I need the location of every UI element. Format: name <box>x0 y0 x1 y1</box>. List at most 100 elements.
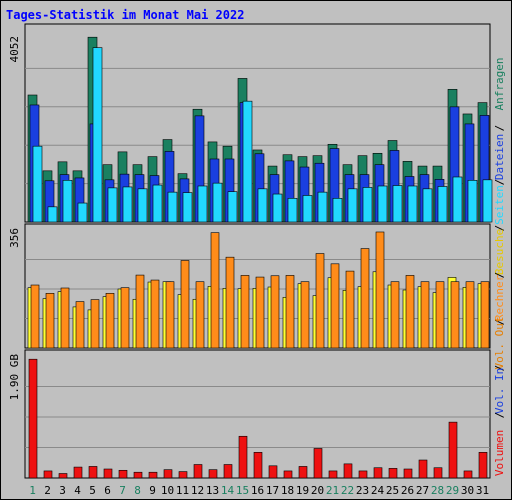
bar-visits-rechner-19 <box>300 281 310 349</box>
bar-volume-volumen-24 <box>373 467 383 479</box>
ymax-label-hits: 4052 <box>8 36 21 63</box>
bar-hits-seiten-27 <box>422 188 433 223</box>
bar-visits-rechner-29 <box>450 281 460 349</box>
x-tick-label-12: 12 <box>191 484 204 497</box>
x-tick-label-23: 23 <box>356 484 369 497</box>
bar-visits-rechner-8 <box>135 274 145 349</box>
x-tick-label-17: 17 <box>266 484 279 497</box>
x-tick-label-11: 11 <box>176 484 189 497</box>
bar-visits-rechner-6 <box>105 293 115 349</box>
bar-hits-seiten-24 <box>377 185 388 223</box>
bar-visits-rechner-22 <box>345 270 355 349</box>
x-tick-label-7: 7 <box>119 484 126 497</box>
bar-hits-seiten-7 <box>122 186 133 223</box>
bar-volume-volumen-10 <box>163 469 173 479</box>
bar-hits-seiten-4 <box>77 202 88 223</box>
bar-volume-volumen-29 <box>448 421 458 479</box>
bar-visits-rechner-3 <box>60 287 70 349</box>
label-sep-3: / <box>493 225 506 232</box>
bar-volume-volumen-23 <box>358 470 368 479</box>
x-tick-label-25: 25 <box>386 484 399 497</box>
label-sep-7: / <box>493 412 506 419</box>
bar-volume-volumen-2 <box>43 470 53 479</box>
bar-visits-rechner-14 <box>225 256 235 349</box>
label-vol-out: Vol. Out <box>493 317 506 370</box>
bar-hits-seiten-6 <box>107 187 118 223</box>
x-tick-label-15: 15 <box>236 484 249 497</box>
x-tick-label-6: 6 <box>104 484 111 497</box>
bar-hits-seiten-15 <box>242 100 253 223</box>
bar-hits-seiten-31 <box>482 179 493 223</box>
x-tick-label-18: 18 <box>281 484 294 497</box>
bar-visits-rechner-7 <box>120 287 130 349</box>
x-tick-label-8: 8 <box>134 484 141 497</box>
x-tick-label-16: 16 <box>251 484 264 497</box>
bar-hits-seiten-12 <box>197 185 208 223</box>
bar-volume-volumen-3 <box>58 473 68 479</box>
bar-visits-rechner-17 <box>270 275 280 349</box>
bar-volume-volumen-8 <box>133 471 143 479</box>
bar-visits-rechner-10 <box>165 281 175 349</box>
x-tick-label-30: 30 <box>461 484 474 497</box>
bar-hits-seiten-26 <box>407 185 418 223</box>
bar-volume-volumen-14 <box>223 464 233 479</box>
bar-hits-seiten-3 <box>62 180 73 223</box>
label-rechner: Rechner <box>493 274 506 321</box>
bar-hits-seiten-21 <box>332 198 343 223</box>
bar-hits-seiten-8 <box>137 188 148 223</box>
bar-visits-rechner-12 <box>195 281 205 349</box>
bar-hits-seiten-18 <box>287 198 298 223</box>
x-tick-label-29: 29 <box>446 484 459 497</box>
bar-visits-rechner-4 <box>75 301 85 349</box>
x-tick-label-9: 9 <box>149 484 156 497</box>
bar-visits-rechner-30 <box>465 281 475 349</box>
chart-title: Tages-Statistik im Monat Mai 2022 <box>6 8 244 22</box>
x-tick-label-1: 1 <box>29 484 36 497</box>
x-tick-label-10: 10 <box>161 484 174 497</box>
bar-visits-rechner-9 <box>150 279 160 349</box>
bar-visits-rechner-31 <box>480 281 490 349</box>
bar-volume-volumen-11 <box>178 471 188 479</box>
bar-volume-volumen-16 <box>253 452 263 479</box>
x-tick-label-27: 27 <box>416 484 429 497</box>
bar-hits-seiten-11 <box>182 192 193 223</box>
bar-volume-volumen-21 <box>328 470 338 479</box>
bar-visits-rechner-24 <box>375 231 385 349</box>
bar-volume-volumen-5 <box>88 466 98 479</box>
bar-volume-volumen-19 <box>298 466 308 479</box>
x-tick-label-26: 26 <box>401 484 414 497</box>
bar-visits-rechner-18 <box>285 275 295 349</box>
bar-volume-volumen-30 <box>463 470 473 479</box>
bar-visits-rechner-16 <box>255 276 265 349</box>
bar-visits-rechner-26 <box>405 275 415 349</box>
bar-volume-volumen-6 <box>103 468 113 479</box>
x-tick-label-31: 31 <box>476 484 489 497</box>
bar-visits-rechner-1 <box>30 284 40 349</box>
label-dateien: Dateien <box>493 134 506 180</box>
bar-hits-seiten-23 <box>362 187 373 223</box>
bar-hits-seiten-29 <box>452 176 463 223</box>
bar-visits-rechner-20 <box>315 253 325 349</box>
label-seiten: Seiten <box>493 185 506 225</box>
bar-volume-volumen-1 <box>28 358 38 479</box>
bar-volume-volumen-26 <box>403 468 413 479</box>
bar-visits-rechner-25 <box>390 281 400 349</box>
bar-volume-volumen-18 <box>283 470 293 479</box>
bar-hits-seiten-5 <box>92 47 103 223</box>
bar-volume-volumen-12 <box>193 464 203 479</box>
bar-hits-seiten-14 <box>227 191 238 223</box>
bar-hits-seiten-17 <box>272 193 283 223</box>
bar-volume-volumen-28 <box>433 467 443 479</box>
bar-hits-seiten-2 <box>47 206 58 223</box>
bar-hits-seiten-9 <box>152 184 163 223</box>
bar-visits-rechner-27 <box>420 281 430 349</box>
label-besuche: Besuche <box>493 229 506 275</box>
bar-hits-seiten-28 <box>437 186 448 223</box>
bar-volume-volumen-17 <box>268 465 278 479</box>
x-tick-label-19: 19 <box>296 484 309 497</box>
x-tick-label-4: 4 <box>74 484 81 497</box>
bar-hits-seiten-20 <box>317 191 328 223</box>
ymax-label-visits: 356 <box>8 228 21 248</box>
